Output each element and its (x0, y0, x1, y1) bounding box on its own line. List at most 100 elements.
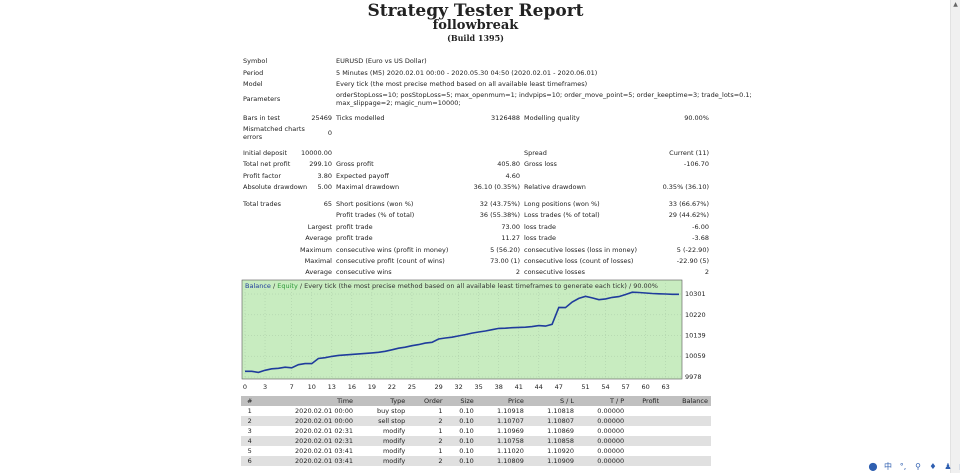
deal-row: 1 2020.02.01 00:00 buy stop 1 0.10 1.10918 1.1… (241, 406, 711, 416)
deal-order: 1 (438, 427, 443, 435)
avg-loss-value: -3.68 (692, 234, 709, 242)
deal-type: modify (356, 456, 409, 466)
chart-plot-area (241, 279, 683, 380)
deal-balance (662, 446, 711, 456)
x-tick-label: 19 (368, 383, 376, 391)
avg-loss-label: loss trade (524, 234, 556, 242)
deal-tp: 0.00000 (577, 456, 628, 466)
x-tick-label: 63 (662, 383, 670, 391)
max-cl-label: consecutive losses (loss in money) (524, 246, 637, 254)
deal-number: 4 (241, 436, 259, 446)
period-value: 5 Minutes (M5) 2020.02.01 00:00 - 2020.0… (336, 69, 598, 77)
grossloss-value: -106.70 (683, 160, 709, 168)
trades-label: Total trades (243, 200, 281, 208)
max-cw-value: 5 (56.20) (490, 246, 520, 254)
x-tick-label: 54 (601, 383, 609, 391)
tray-voice-icon[interactable]: ⚲ (915, 461, 921, 471)
tray-chinese-icon[interactable]: 中 (884, 461, 892, 471)
tray-ime-icon[interactable]: ⬤ (868, 461, 878, 471)
long-value: 33 (66.67%) (668, 200, 709, 208)
short-label: Short positions (won %) (336, 200, 414, 208)
deal-type: modify (382, 447, 406, 455)
bars-value: 25469 (311, 114, 332, 122)
y-tick-label: 10301 (685, 290, 706, 298)
loss-trades-label: Loss trades (% of total) (524, 211, 600, 219)
vertical-scrollbar[interactable]: ▲ (950, 0, 960, 473)
loss-trades-value: 29 (44.62%) (668, 211, 709, 219)
deal-order: 1 (438, 447, 443, 455)
deal-size: 0.10 (459, 447, 474, 455)
largest-loss-label: loss trade (524, 223, 556, 231)
average-label: Average (305, 234, 332, 242)
spread-value: Current (11) (669, 149, 709, 157)
deal-row: 6 2020.02.01 03:41 modify 2 0.10 1.10809 1.109… (241, 456, 711, 466)
x-tick-label: 47 (555, 383, 563, 391)
deal-row: 5 2020.02.01 03:41 modify 1 0.10 1.11020 1.109… (241, 446, 711, 456)
long-label: Long positions (won %) (524, 200, 600, 208)
deal-order: 2 (408, 416, 446, 426)
mismatch-label-2: errors (243, 133, 263, 141)
tray-mic-icon[interactable]: ♦ (929, 461, 937, 471)
deal-balance (662, 436, 711, 446)
deal-balance (662, 426, 711, 436)
mismatch-label-1: Mismatched charts (243, 125, 305, 133)
max-cw-label: consecutive wins (profit in money) (336, 246, 449, 254)
deal-profit (627, 456, 663, 466)
y-tick-label: 10139 (685, 332, 706, 340)
x-tick-label: 16 (348, 383, 356, 391)
expert-name: followbreak (432, 18, 519, 33)
deal-sl: 1.10869 (547, 427, 575, 435)
deal-size: 0.10 (445, 436, 477, 446)
deal-size: 0.10 (459, 427, 474, 435)
deal-profit (627, 416, 663, 426)
tray-user-icon[interactable]: ♟ (944, 461, 952, 471)
deal-order: 2 (408, 456, 446, 466)
legend-separator: / (271, 282, 277, 290)
deal-tp: 0.00000 (577, 416, 628, 426)
largest-profit-value: 73.00 (501, 223, 520, 231)
deal-price: 1.10969 (497, 427, 524, 435)
deal-sl: 1.10909 (526, 456, 578, 466)
grossloss-label: Gross loss (524, 160, 557, 168)
profit-trades-value: 36 (55.38%) (479, 211, 520, 219)
x-tick-label: 60 (641, 383, 649, 391)
x-tick-label: 32 (455, 383, 463, 391)
symbol-label: Symbol (243, 57, 268, 65)
deal-number: 1 (247, 407, 252, 415)
scroll-up-arrow-icon[interactable]: ▲ (953, 1, 958, 8)
col-profit: Profit (627, 396, 663, 406)
ticks-value: 3126488 (491, 114, 520, 122)
deal-time: 2020.02.01 02:31 (258, 436, 357, 446)
deal-time: 2020.02.01 02:31 (295, 427, 354, 435)
payoff-label: Expected payoff (336, 172, 389, 180)
x-tick-label: 25 (408, 383, 416, 391)
deal-price: 1.10758 (476, 436, 527, 446)
deal-balance (662, 456, 711, 466)
deals-table: # Time Type Order Size Price S / L T / P… (241, 396, 711, 466)
deal-number: 5 (247, 447, 252, 455)
x-tick-label: 0 (243, 383, 247, 391)
chart-y-axis: 10301 10220 10139 10059 9978 (685, 290, 706, 381)
reldd-label: Relative drawdown (524, 183, 586, 191)
parameters-line2: max_slippage=2; magic_num=10000; (336, 99, 461, 107)
report-title: Strategy Tester Report (367, 1, 584, 21)
legend-balance: Balance (245, 282, 271, 290)
maximal-cp-label: consecutive profit (count of wins) (336, 257, 445, 265)
quality-label: Modelling quality (524, 114, 580, 122)
netprofit-label: Total net profit (243, 160, 291, 168)
grossprofit-value: 405.80 (497, 160, 520, 168)
col-type: Type (356, 396, 409, 406)
deal-size: 0.10 (445, 456, 477, 466)
deal-time: 2020.02.01 00:00 (295, 407, 354, 415)
deal-type: modify (356, 436, 409, 446)
balance-series-line (245, 291, 679, 374)
period-label: Period (243, 69, 264, 77)
tray-punctuation-icon[interactable]: °, (899, 461, 907, 471)
col-balance: Balance (662, 396, 711, 406)
largest-label: Largest (307, 223, 332, 231)
deal-profit (627, 426, 662, 436)
deal-price: 1.10809 (476, 456, 527, 466)
col-number: # (241, 396, 259, 406)
ticks-label: Ticks modelled (336, 114, 385, 122)
deal-type: modify (382, 427, 406, 435)
